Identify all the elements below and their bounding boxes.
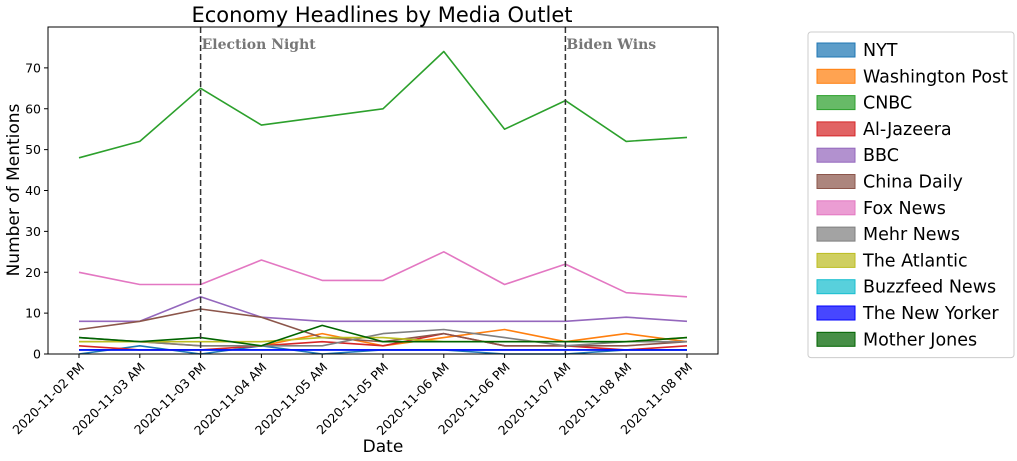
legend-swatch	[816, 121, 856, 137]
legend-swatch	[816, 331, 856, 347]
y-tick-label: 70	[25, 60, 41, 75]
series-line	[79, 295, 688, 323]
series-line	[78, 251, 688, 298]
legend-frame	[807, 31, 1015, 359]
x-axis-label: Date	[363, 437, 404, 457]
chart-title: Economy Headlines by Media Outlet	[191, 3, 572, 27]
legend-entry-label: China Daily	[863, 173, 963, 193]
legend-entry-label: Washington Post	[863, 67, 1008, 87]
y-tick-label: 30	[25, 224, 41, 239]
legend-entry-label: Buzzfeed News	[863, 278, 996, 298]
legend-swatch	[816, 95, 856, 111]
legend-swatch	[816, 42, 856, 58]
y-tick-label: 0	[33, 347, 41, 362]
series-line	[78, 328, 687, 347]
legend-swatch	[816, 226, 856, 242]
legend-entry-label: NYT	[863, 41, 898, 61]
legend-entry-label: Mother Jones	[863, 330, 977, 350]
legend-entry-label: The Atlantic	[862, 251, 968, 271]
y-tick-label: 20	[25, 265, 41, 280]
legend-entry-label: Fox News	[863, 199, 946, 219]
legend-swatch	[816, 305, 856, 321]
legend-swatch	[816, 200, 856, 216]
series-line	[78, 324, 688, 347]
legend-swatch	[816, 68, 856, 84]
plot-frame	[47, 26, 719, 355]
annotation-label: Election Night	[202, 37, 317, 53]
legend-entry-label: BBC	[863, 146, 899, 166]
legend-swatch	[816, 279, 856, 295]
legend-swatch	[816, 174, 856, 189]
legend-entry-label: CNBC	[863, 94, 912, 114]
y-tick-label: 60	[25, 101, 41, 116]
y-tick-label: 40	[25, 183, 41, 198]
y-tick-label: 50	[25, 142, 41, 157]
legend-entry-label: The New Yorker	[862, 304, 999, 324]
series-line	[78, 50, 688, 159]
legend-entry-label: Al-Jazeera	[863, 120, 952, 140]
legend-entry-label: Mehr News	[863, 225, 960, 245]
legend-swatch	[816, 252, 856, 268]
y-tick-label: 10	[25, 306, 41, 321]
legend: NYT Washington Post CNBC Al-Jazeera BBC China…	[807, 31, 1015, 359]
legend-swatch	[816, 147, 856, 163]
annotation-label: Biden Wins	[566, 37, 656, 53]
y-axis-label: Number of Mentions	[4, 103, 24, 276]
